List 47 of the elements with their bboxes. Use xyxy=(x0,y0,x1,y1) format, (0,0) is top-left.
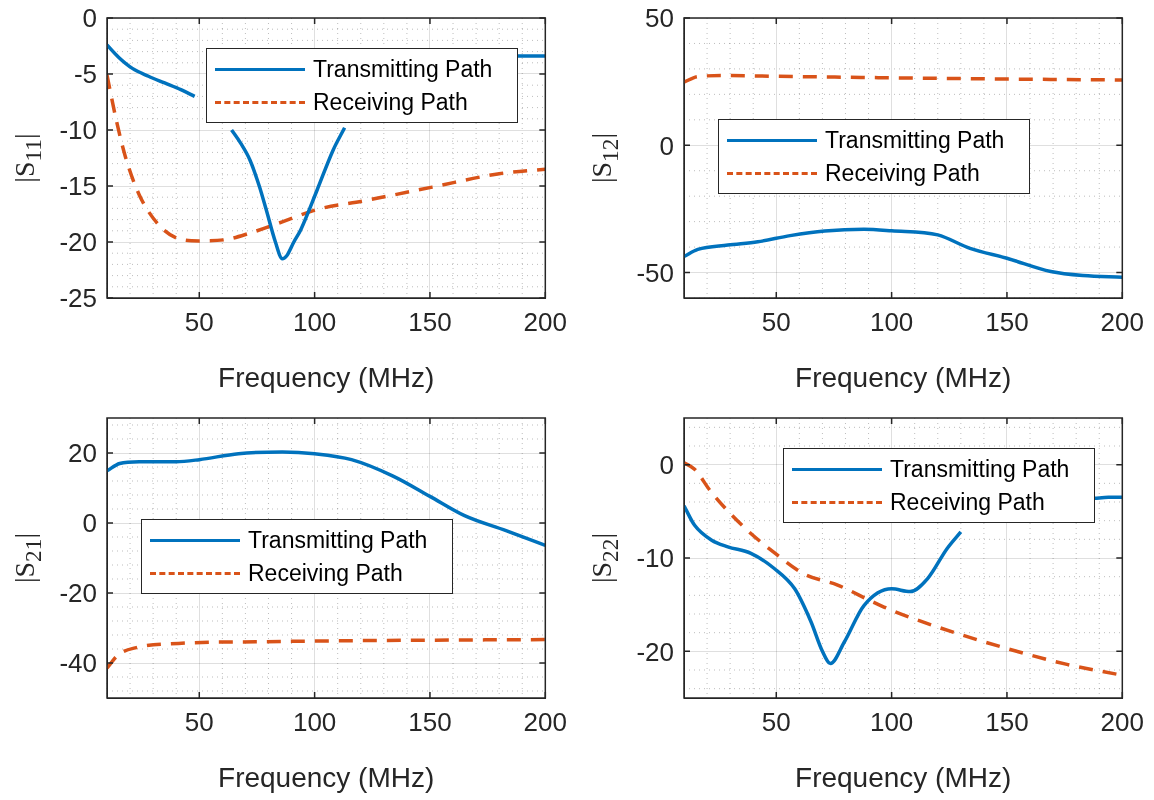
x-tick-label: 50 xyxy=(184,306,214,337)
y-tick-label: -15 xyxy=(59,171,97,202)
x-tick-label: 200 xyxy=(1100,306,1145,337)
y-tick-label: -20 xyxy=(59,227,97,258)
y-tick-label: 0 xyxy=(659,130,674,161)
x-tick-label: 100 xyxy=(292,306,337,337)
x-tick-label: 100 xyxy=(869,706,914,737)
y-tick-label: -20 xyxy=(59,578,97,609)
x-axis-title: Frequency (MHz) xyxy=(795,761,1012,793)
x-tick-label: 150 xyxy=(408,306,452,337)
line-series xyxy=(684,227,1123,279)
y-tick-label: 50 xyxy=(645,3,674,34)
y-tick-label: 0 xyxy=(82,3,97,34)
y-tick-label: -10 xyxy=(59,115,97,146)
x-tick-label: 50 xyxy=(761,306,791,337)
legend-label: Transmitting Path xyxy=(825,126,1005,154)
y-tick-label: 20 xyxy=(68,438,97,469)
line-series xyxy=(107,637,546,670)
legend-label: Receiving Path xyxy=(825,159,980,187)
y-tick-label: -40 xyxy=(59,648,97,679)
legend-label: Transmitting Path xyxy=(890,456,1070,483)
y-tick-label: -10 xyxy=(636,543,674,574)
x-axis-title: Frequency (MHz) xyxy=(795,361,1012,393)
y-tick-label: -50 xyxy=(636,257,674,288)
x-tick-label: 200 xyxy=(523,706,568,737)
x-tick-label: 100 xyxy=(869,306,914,337)
x-tick-label: 100 xyxy=(292,706,337,737)
legend-label: Transmitting Path xyxy=(248,526,428,554)
x-axis-title: Frequency (MHz) xyxy=(218,761,435,793)
y-tick-label: 0 xyxy=(82,508,97,539)
y-tick-label: -20 xyxy=(636,636,674,667)
x-tick-label: 150 xyxy=(985,306,1029,337)
y-tick-label: 0 xyxy=(659,449,674,480)
line-series xyxy=(684,73,1123,84)
x-tick-label: 50 xyxy=(184,706,214,737)
x-tick-label: 200 xyxy=(1100,706,1145,737)
legend-label: Receiving Path xyxy=(248,559,403,587)
legend-label: Receiving Path xyxy=(313,89,468,116)
x-tick-label: 150 xyxy=(408,706,452,737)
y-tick-label: -25 xyxy=(59,283,97,314)
legend-label: Transmitting Path xyxy=(313,56,493,83)
x-tick-label: 50 xyxy=(761,706,791,737)
x-axis-title: Frequency (MHz) xyxy=(218,361,435,393)
legend-label: Receiving Path xyxy=(890,489,1045,516)
x-tick-label: 200 xyxy=(523,306,568,337)
y-tick-label: -5 xyxy=(73,59,97,90)
x-tick-label: 150 xyxy=(985,706,1029,737)
